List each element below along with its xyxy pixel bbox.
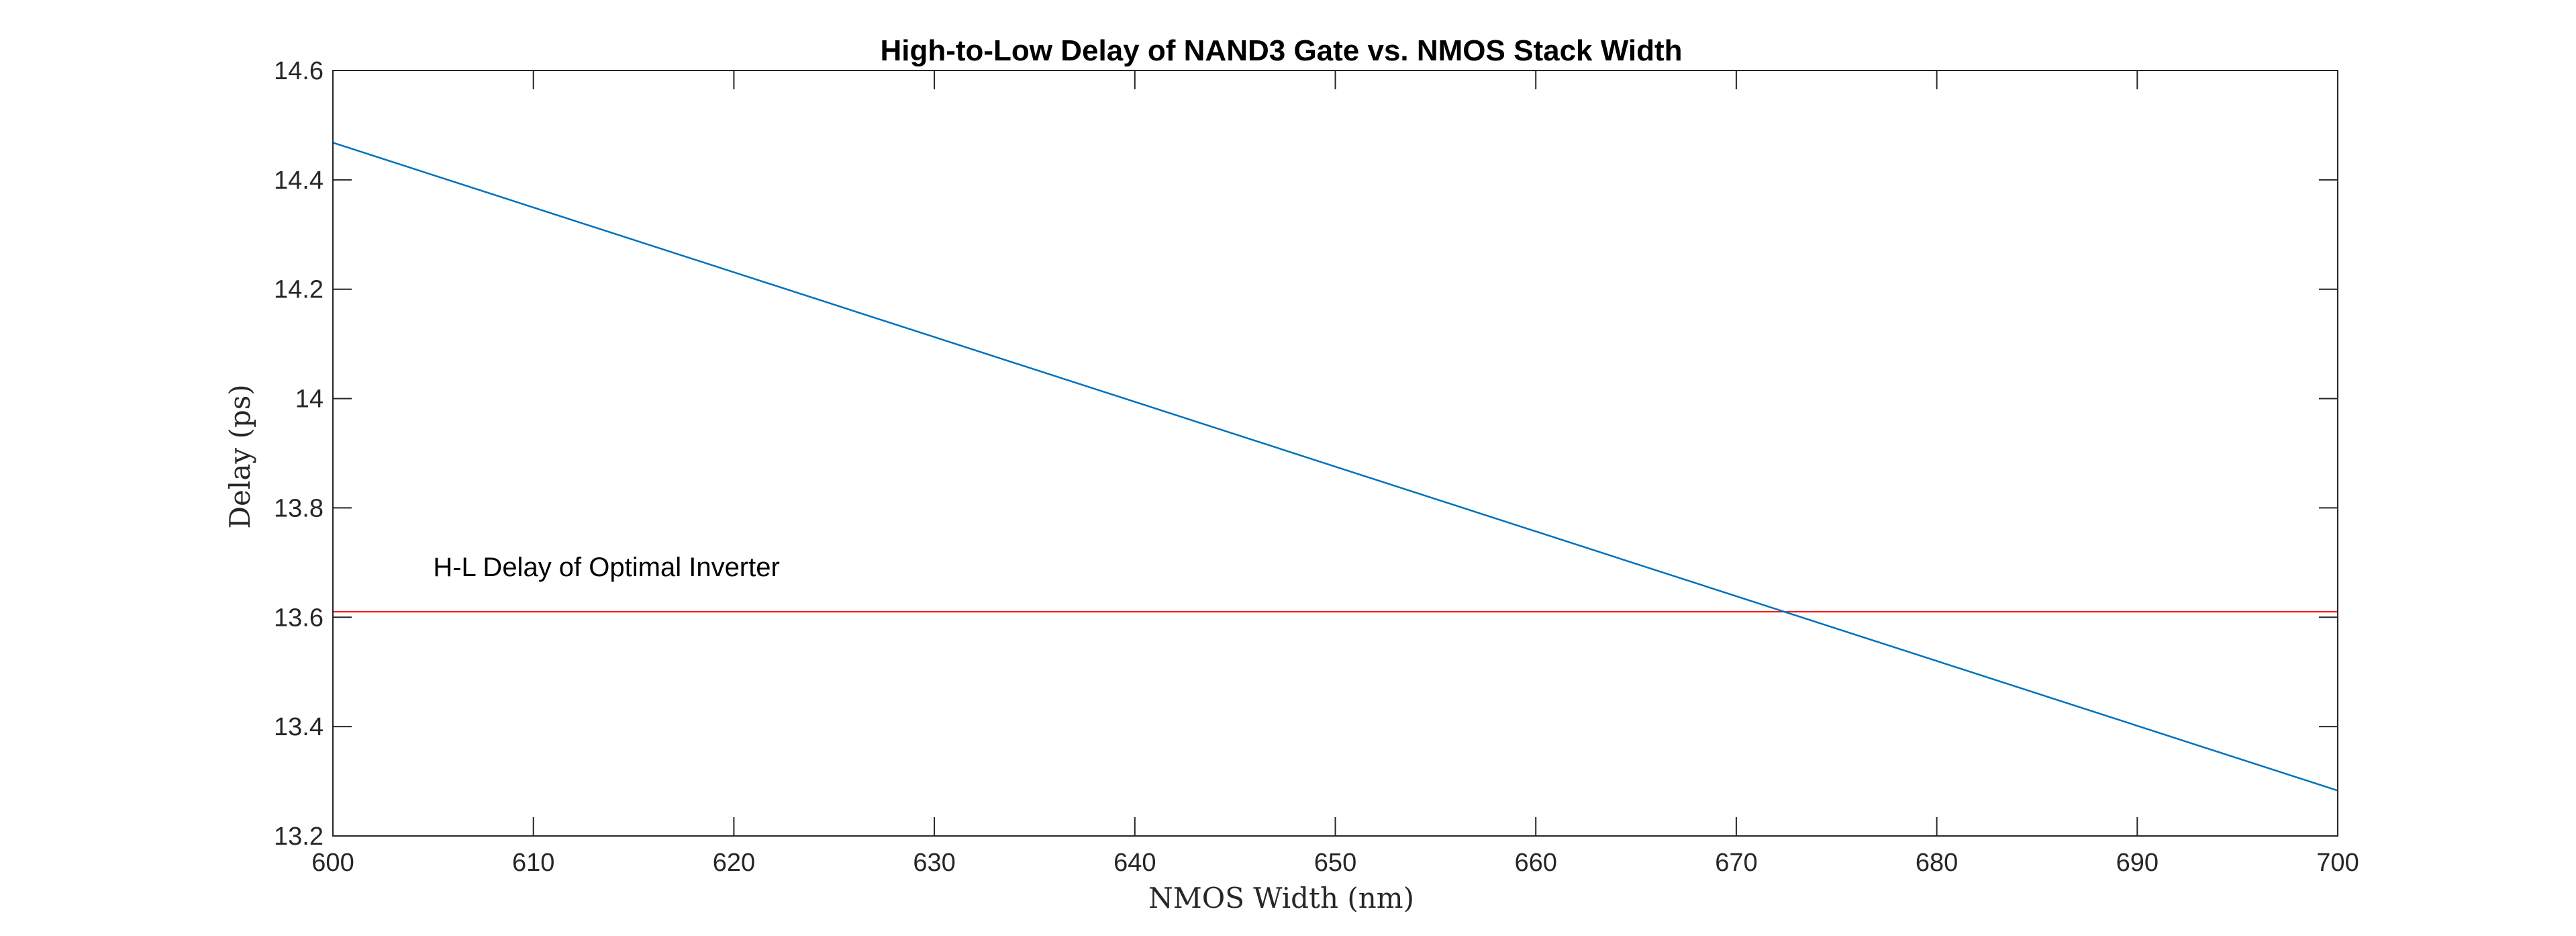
x-tick-label: 680 [1916, 849, 1958, 877]
x-tick-label: 600 [311, 849, 354, 877]
y-tick-label: 13.6 [274, 604, 324, 632]
y-tick-label: 14 [295, 385, 324, 414]
series-layer [332, 142, 2338, 792]
y-tick-label: 14.6 [274, 57, 324, 85]
x-tick-label: 670 [1715, 849, 1757, 877]
x-tick-label: 640 [1113, 849, 1156, 877]
y-tick-label: 14.4 [274, 167, 324, 195]
y-tick-label: 14.2 [274, 276, 324, 304]
x-tick-label: 660 [1514, 849, 1556, 877]
y-tick-label: 13.2 [274, 823, 324, 851]
axes-box [332, 70, 2338, 837]
x-tick-label: 700 [2316, 849, 2359, 877]
y-axis-label: Delay (ps) [224, 384, 256, 528]
chart-title: High-to-Low Delay of NAND3 Gate vs. NMOS… [880, 34, 1682, 67]
x-tick-label: 630 [913, 849, 955, 877]
labels-layer: 600 610 620 630 640 650 660 670 680 690 700 13.2 13.… [274, 57, 2359, 877]
y-tick-label: 13.4 [274, 713, 324, 741]
x-tick-label: 620 [713, 849, 755, 877]
series-line [332, 142, 2338, 792]
x-axis-label: NMOS Width (nm) [1148, 882, 1414, 915]
x-tick-label: 610 [512, 849, 554, 877]
x-tick-label: 650 [1314, 849, 1356, 877]
annotation-text: H-L Delay of Optimal Inverter [433, 553, 779, 582]
x-tick-label: 690 [2116, 849, 2159, 877]
y-tick-label: 13.8 [274, 494, 324, 522]
